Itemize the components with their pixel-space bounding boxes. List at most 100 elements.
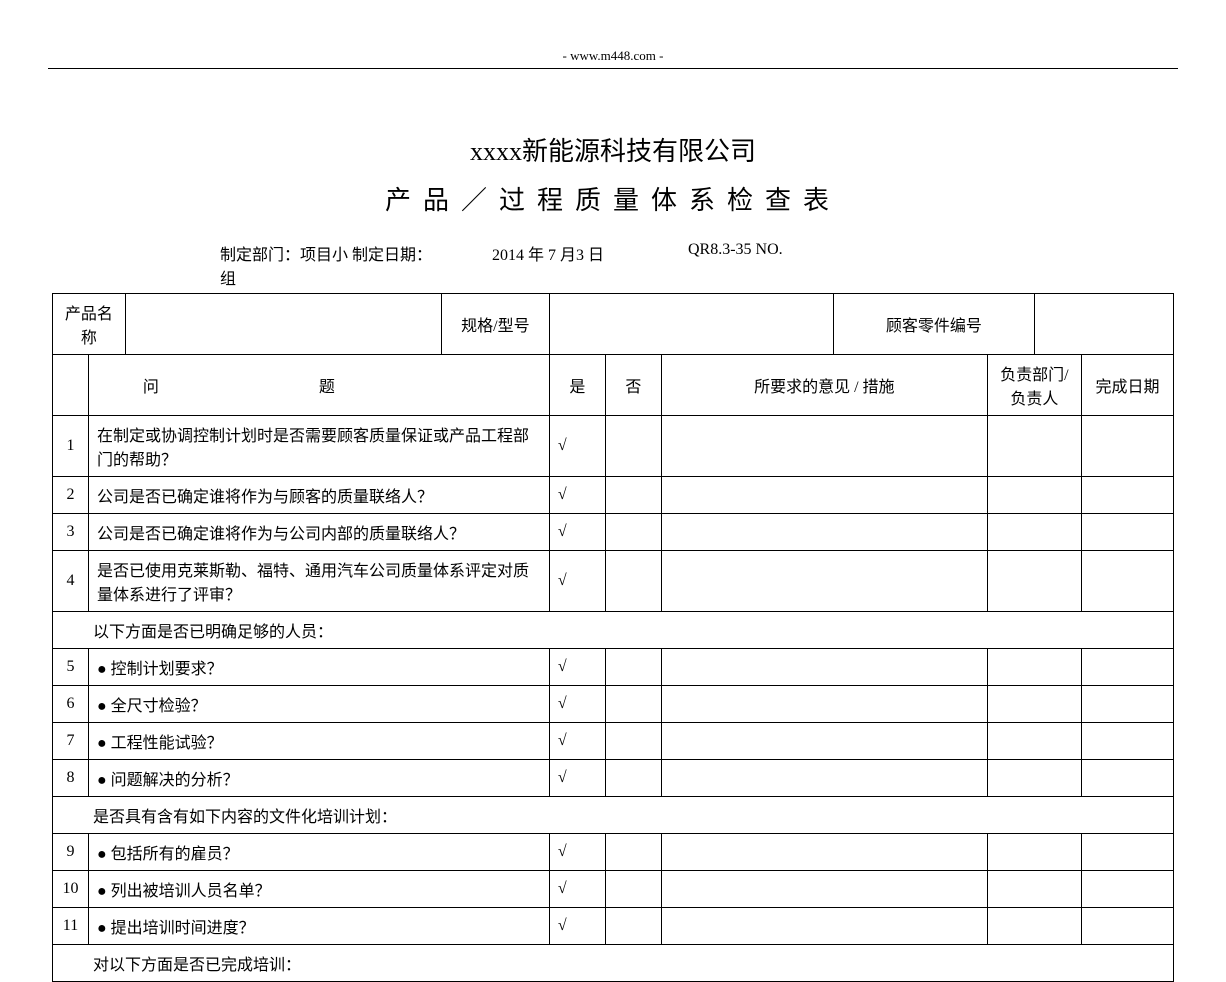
row-idx: 9 bbox=[53, 834, 89, 871]
row-date bbox=[1082, 723, 1174, 760]
table-row: 11 ● 提出培训时间进度？ √ bbox=[53, 908, 1174, 945]
row-dept bbox=[987, 514, 1081, 551]
row-opinion bbox=[661, 514, 987, 551]
row-opinion bbox=[661, 871, 987, 908]
row-opinion bbox=[661, 477, 987, 514]
row-question: ● 列出被培训人员名单？ bbox=[89, 871, 550, 908]
meta-row: 制定部门：项目小组 制定日期： 2014 年 7 月3 日 QR8.3-35 N… bbox=[0, 241, 1226, 289]
row-opinion bbox=[661, 686, 987, 723]
row-idx: 3 bbox=[53, 514, 89, 551]
row-date bbox=[1082, 686, 1174, 723]
row-dept bbox=[987, 834, 1081, 871]
row-yes: √ bbox=[549, 477, 605, 514]
row-dept bbox=[987, 477, 1081, 514]
row-no bbox=[605, 834, 661, 871]
row-yes: √ bbox=[549, 514, 605, 551]
section-text: 是否具有含有如下内容的文件化培训计划： bbox=[53, 797, 1174, 834]
row-question: 公司是否已确定谁将作为与公司内部的质量联络人？ bbox=[89, 514, 550, 551]
table-row: 7 ● 工程性能试验？ √ bbox=[53, 723, 1174, 760]
customer-part-value bbox=[1034, 294, 1173, 355]
section-text: 以下方面是否已明确足够的人员： bbox=[53, 612, 1174, 649]
header-yes: 是 bbox=[549, 355, 605, 416]
row-no bbox=[605, 760, 661, 797]
table-row: 2 公司是否已确定谁将作为与顾客的质量联络人？ √ bbox=[53, 477, 1174, 514]
row-yes: √ bbox=[549, 551, 605, 612]
table-row: 6 ● 全尺寸检验？ √ bbox=[53, 686, 1174, 723]
row-dept bbox=[987, 871, 1081, 908]
row-idx: 8 bbox=[53, 760, 89, 797]
meta-doc-no: QR8.3-35 NO. bbox=[688, 241, 848, 289]
row-yes: √ bbox=[549, 908, 605, 945]
row-dept bbox=[987, 551, 1081, 612]
customer-part-label: 顾客零件编号 bbox=[834, 294, 1035, 355]
row-idx: 4 bbox=[53, 551, 89, 612]
table-row: 9 ● 包括所有的雇员？ √ bbox=[53, 834, 1174, 871]
row-date bbox=[1082, 871, 1174, 908]
row-idx: 1 bbox=[53, 416, 89, 477]
row-question: ● 工程性能试验？ bbox=[89, 723, 550, 760]
row-question: 是否已使用克莱斯勒、福特、通用汽车公司质量体系评定对质量体系进行了评审？ bbox=[89, 551, 550, 612]
row-idx: 11 bbox=[53, 908, 89, 945]
header-dept: 负责部门/负责人 bbox=[987, 355, 1081, 416]
row-question: 在制定或协调控制计划时是否需要顾客质量保证或产品工程部门的帮助？ bbox=[89, 416, 550, 477]
row-opinion bbox=[661, 834, 987, 871]
row-opinion bbox=[661, 908, 987, 945]
section-header: 以下方面是否已明确足够的人员： bbox=[53, 612, 1174, 649]
main-table: 产品名称 规格/型号 顾客零件编号 问题 是 否 所要求的意见 / 措施 负责部… bbox=[52, 293, 1174, 982]
header-opinion: 所要求的意见 / 措施 bbox=[661, 355, 987, 416]
row-opinion bbox=[661, 760, 987, 797]
row-dept bbox=[987, 908, 1081, 945]
row-date bbox=[1082, 514, 1174, 551]
row-dept bbox=[987, 416, 1081, 477]
row-date bbox=[1082, 834, 1174, 871]
spec-value bbox=[549, 294, 833, 355]
row-dept bbox=[987, 649, 1081, 686]
row-idx: 7 bbox=[53, 723, 89, 760]
row-date bbox=[1082, 551, 1174, 612]
row-dept bbox=[987, 723, 1081, 760]
table-row: 10 ● 列出被培训人员名单？ √ bbox=[53, 871, 1174, 908]
page-header: - www.m448.com - bbox=[48, 0, 1178, 69]
row-no bbox=[605, 871, 661, 908]
row-idx: 10 bbox=[53, 871, 89, 908]
row-idx: 2 bbox=[53, 477, 89, 514]
section-header: 对以下方面是否已完成培训： bbox=[53, 945, 1174, 982]
spec-label: 规格/型号 bbox=[441, 294, 549, 355]
product-name-value bbox=[125, 294, 441, 355]
row-no bbox=[605, 649, 661, 686]
header-question: 问题 bbox=[89, 355, 550, 416]
row-date bbox=[1082, 649, 1174, 686]
row-question: ● 提出培训时间进度？ bbox=[89, 908, 550, 945]
section-header: 是否具有含有如下内容的文件化培训计划： bbox=[53, 797, 1174, 834]
row-yes: √ bbox=[549, 416, 605, 477]
form-title: 产品／过程质量体系检查表 bbox=[0, 180, 1226, 217]
row-yes: √ bbox=[549, 871, 605, 908]
company-title: xxxx新能源科技有限公司 bbox=[0, 131, 1226, 168]
row-no bbox=[605, 686, 661, 723]
row-no bbox=[605, 908, 661, 945]
row-question: 公司是否已确定谁将作为与顾客的质量联络人？ bbox=[89, 477, 550, 514]
row-question: ● 全尺寸检验？ bbox=[89, 686, 550, 723]
row-yes: √ bbox=[549, 834, 605, 871]
row-opinion bbox=[661, 723, 987, 760]
row-no bbox=[605, 477, 661, 514]
row-date bbox=[1082, 760, 1174, 797]
info-row: 产品名称 规格/型号 顾客零件编号 bbox=[53, 294, 1174, 355]
row-opinion bbox=[661, 551, 987, 612]
row-yes: √ bbox=[549, 760, 605, 797]
row-idx: 5 bbox=[53, 649, 89, 686]
row-idx: 6 bbox=[53, 686, 89, 723]
row-yes: √ bbox=[549, 723, 605, 760]
row-date bbox=[1082, 908, 1174, 945]
row-dept bbox=[987, 686, 1081, 723]
row-date bbox=[1082, 477, 1174, 514]
row-question: ● 控制计划要求？ bbox=[89, 649, 550, 686]
row-no bbox=[605, 514, 661, 551]
table-row: 1 在制定或协调控制计划时是否需要顾客质量保证或产品工程部门的帮助？ √ bbox=[53, 416, 1174, 477]
row-dept bbox=[987, 760, 1081, 797]
row-question: ● 问题解决的分析？ bbox=[89, 760, 550, 797]
section-text: 对以下方面是否已完成培训： bbox=[53, 945, 1174, 982]
table-row: 4 是否已使用克莱斯勒、福特、通用汽车公司质量体系评定对质量体系进行了评审？ √ bbox=[53, 551, 1174, 612]
row-no bbox=[605, 551, 661, 612]
row-yes: √ bbox=[549, 649, 605, 686]
